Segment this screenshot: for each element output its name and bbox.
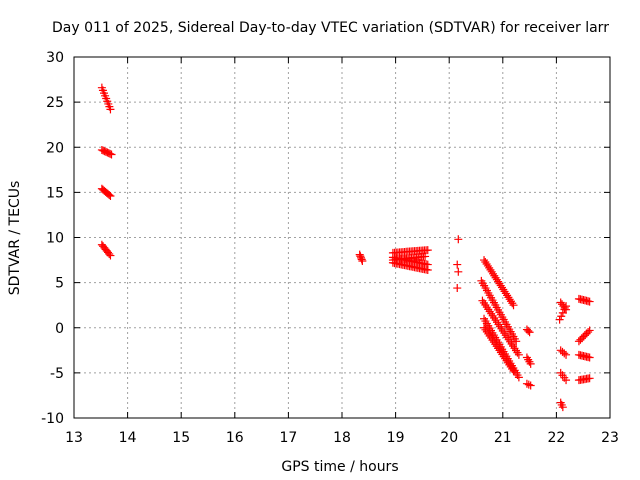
data-point xyxy=(357,255,366,264)
data-point xyxy=(525,328,534,337)
data-point xyxy=(557,312,566,321)
data-point xyxy=(502,356,511,365)
x-tick-label: 13 xyxy=(65,430,83,446)
x-tick-label: 21 xyxy=(494,430,512,446)
x-axis-label: GPS time / hours xyxy=(281,459,398,475)
data-point xyxy=(489,338,498,347)
y-tick-label: -10 xyxy=(41,411,64,427)
y-tick-label: 5 xyxy=(55,276,64,292)
data-point xyxy=(454,267,463,276)
data-point xyxy=(501,354,510,363)
axis-ticks: 13 14 15 16 17 18 19 20 21 22 23 -10 -5 0 5 10 15 20 25 30 xyxy=(41,50,619,446)
data-point xyxy=(505,360,514,369)
grid xyxy=(74,57,610,418)
data-point xyxy=(560,349,569,358)
x-tick-label: 17 xyxy=(279,430,297,446)
data-points xyxy=(97,83,594,412)
data-point xyxy=(585,297,594,306)
data-point xyxy=(480,323,489,332)
data-point xyxy=(106,251,115,260)
data-point xyxy=(508,365,517,374)
data-point xyxy=(562,350,571,359)
data-point xyxy=(562,376,571,385)
data-point xyxy=(585,353,594,362)
data-point xyxy=(106,149,115,158)
data-point xyxy=(514,373,523,382)
x-tick-label: 22 xyxy=(547,430,565,446)
data-point xyxy=(495,346,504,355)
data-point xyxy=(421,252,430,261)
data-point xyxy=(526,359,535,368)
data-point xyxy=(105,190,114,199)
y-axis-label: SDTVAR / TECUs xyxy=(7,181,23,296)
y-tick-label: 30 xyxy=(46,50,64,66)
data-point xyxy=(584,328,593,337)
data-point xyxy=(453,260,462,269)
data-point xyxy=(453,284,462,293)
x-tick-label: 20 xyxy=(440,430,458,446)
data-point xyxy=(558,403,567,412)
data-point xyxy=(585,374,594,383)
data-point xyxy=(508,299,517,308)
data-point xyxy=(509,367,518,376)
data-point xyxy=(494,344,503,353)
y-tick-label: 10 xyxy=(46,231,64,247)
x-tick-label: 15 xyxy=(172,430,190,446)
data-point xyxy=(562,302,571,311)
data-point xyxy=(498,350,507,359)
data-point xyxy=(524,380,533,389)
data-point xyxy=(560,305,569,314)
data-point xyxy=(526,381,535,390)
data-point xyxy=(514,350,523,359)
data-point xyxy=(558,308,567,317)
x-tick-label: 18 xyxy=(333,430,351,446)
data-point xyxy=(485,332,494,341)
y-tick-label: 20 xyxy=(46,140,64,156)
data-point xyxy=(555,315,564,324)
x-tick-label: 14 xyxy=(119,430,137,446)
data-point xyxy=(423,246,432,255)
data-point xyxy=(105,250,114,259)
data-point xyxy=(488,336,497,345)
data-point xyxy=(107,150,116,159)
x-tick-label: 16 xyxy=(226,430,244,446)
data-point xyxy=(423,265,432,274)
y-tick-label: 0 xyxy=(55,321,64,337)
chart-title: Day 011 of 2025, Sidereal Day-to-day VTE… xyxy=(52,20,609,36)
data-point xyxy=(496,348,505,357)
data-point xyxy=(492,342,501,351)
data-point xyxy=(522,379,531,388)
data-point xyxy=(487,334,496,343)
data-point xyxy=(481,325,490,334)
data-point xyxy=(482,327,491,336)
data-point xyxy=(499,352,508,361)
data-point xyxy=(484,329,493,338)
y-tick-label: -5 xyxy=(50,366,64,382)
data-point xyxy=(358,256,367,265)
data-point xyxy=(491,340,500,349)
data-point xyxy=(106,191,115,200)
data-point xyxy=(524,326,533,335)
x-tick-label: 23 xyxy=(601,430,619,446)
data-point xyxy=(454,235,463,244)
data-point xyxy=(106,105,115,114)
data-point xyxy=(585,326,594,335)
data-point xyxy=(509,301,518,310)
data-point xyxy=(506,362,515,371)
x-tick-label: 19 xyxy=(387,430,405,446)
data-point xyxy=(503,358,512,367)
y-tick-label: 15 xyxy=(46,185,64,201)
y-tick-label: 25 xyxy=(46,95,64,111)
